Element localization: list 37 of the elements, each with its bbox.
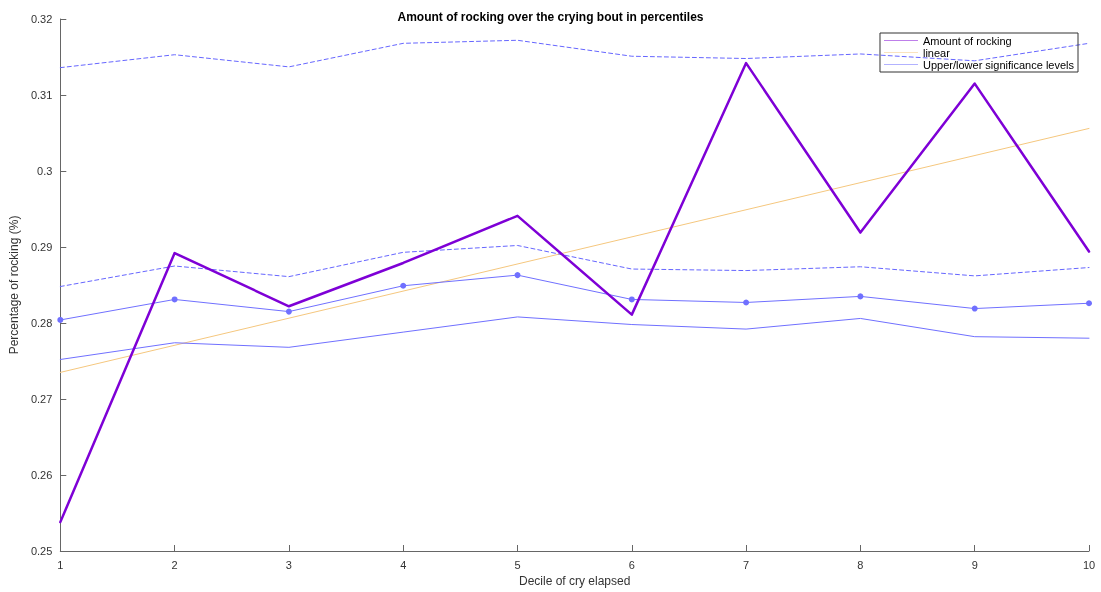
point xyxy=(628,296,635,303)
point xyxy=(514,272,521,279)
line-series xyxy=(59,39,1090,69)
y-tick-label: 0.31 xyxy=(30,89,53,101)
point xyxy=(857,293,864,300)
y-tick-label: 0.29 xyxy=(30,241,53,253)
x-tick-label: 1 xyxy=(57,558,64,571)
point xyxy=(743,299,750,306)
y-tick-label: 0.26 xyxy=(30,469,53,481)
x-tick-label: 9 xyxy=(971,558,978,571)
legend-label: Amount of rocking xyxy=(922,34,1012,47)
y-tick-label: 0.28 xyxy=(30,317,53,329)
x-tick-label: 6 xyxy=(628,558,635,571)
y-axis-title: Percentage of rocking (%) xyxy=(7,215,21,355)
x-tick-label: 4 xyxy=(400,558,407,571)
x-tick-label: 5 xyxy=(514,558,521,571)
line-series xyxy=(59,61,1091,524)
y-tick-label: 0.25 xyxy=(30,545,53,557)
line-series xyxy=(59,316,1090,360)
chart-title: Amount of rocking over the crying bout in percentiles xyxy=(397,10,704,24)
x-tick-label: 2 xyxy=(171,558,178,571)
x-tick-label: 8 xyxy=(857,558,864,571)
x-tick-label: 3 xyxy=(285,558,292,571)
y-tick-label: 0.3 xyxy=(37,165,53,177)
point xyxy=(400,282,407,289)
x-axis-title: Decile of cry elapsed xyxy=(518,573,631,588)
x-tick-label: 10 xyxy=(1082,558,1096,571)
legend-label: linear xyxy=(922,46,951,59)
point xyxy=(285,308,292,315)
legend-label: Upper/lower significance levels xyxy=(922,58,1075,71)
line-series xyxy=(59,244,1090,288)
point xyxy=(171,296,178,303)
point xyxy=(1086,300,1092,307)
point xyxy=(57,316,64,323)
y-tick-label: 0.32 xyxy=(30,13,53,25)
x-tick-label: 7 xyxy=(743,558,750,571)
y-tick-label: 0.27 xyxy=(30,393,53,405)
